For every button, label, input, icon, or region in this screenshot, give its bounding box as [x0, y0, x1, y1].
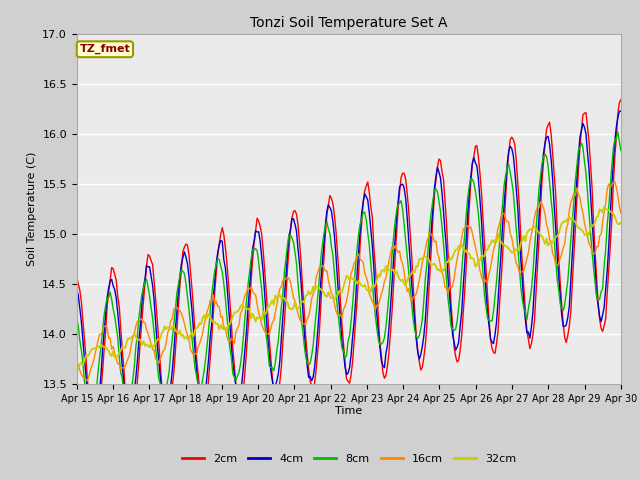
2cm — [588, 184, 596, 190]
32cm — [262, 310, 270, 316]
X-axis label: Time: Time — [335, 407, 362, 417]
2cm — [91, 430, 99, 435]
2cm — [237, 398, 244, 404]
2cm — [73, 275, 81, 280]
32cm — [140, 338, 147, 344]
Text: TZ_fmet: TZ_fmet — [79, 44, 131, 54]
32cm — [253, 314, 261, 320]
Line: 2cm: 2cm — [77, 100, 621, 432]
4cm — [141, 276, 149, 282]
8cm — [141, 278, 149, 284]
8cm — [617, 147, 625, 153]
8cm — [264, 345, 271, 351]
4cm — [264, 334, 271, 339]
4cm — [237, 388, 244, 394]
16cm — [73, 357, 81, 362]
4cm — [588, 216, 596, 222]
Title: Tonzi Soil Temperature Set A: Tonzi Soil Temperature Set A — [250, 16, 447, 30]
4cm — [312, 348, 320, 353]
32cm — [617, 220, 625, 226]
8cm — [312, 310, 320, 316]
16cm — [617, 210, 625, 216]
8cm — [588, 249, 596, 254]
Line: 16cm: 16cm — [77, 181, 621, 381]
Line: 32cm: 32cm — [77, 207, 621, 371]
8cm — [237, 361, 244, 367]
16cm — [264, 331, 271, 337]
Line: 4cm: 4cm — [77, 111, 621, 429]
8cm — [86, 410, 94, 416]
32cm — [73, 368, 81, 374]
32cm — [587, 225, 595, 230]
2cm — [617, 97, 625, 103]
4cm — [255, 229, 262, 235]
32cm — [600, 204, 608, 210]
Y-axis label: Soil Temperature (C): Soil Temperature (C) — [27, 152, 36, 266]
16cm — [237, 311, 244, 316]
4cm — [90, 426, 97, 432]
2cm — [255, 218, 262, 224]
16cm — [588, 249, 596, 255]
Line: 8cm: 8cm — [77, 132, 621, 413]
8cm — [73, 316, 81, 322]
2cm — [264, 312, 271, 318]
16cm — [141, 320, 149, 326]
4cm — [617, 108, 625, 114]
Legend: 2cm, 4cm, 8cm, 16cm, 32cm: 2cm, 4cm, 8cm, 16cm, 32cm — [177, 449, 520, 468]
4cm — [73, 287, 81, 293]
2cm — [141, 281, 149, 287]
8cm — [614, 129, 621, 135]
32cm — [235, 307, 243, 312]
16cm — [84, 378, 92, 384]
16cm — [255, 310, 262, 316]
16cm — [312, 275, 320, 280]
16cm — [611, 179, 619, 184]
2cm — [312, 366, 320, 372]
8cm — [255, 259, 262, 265]
32cm — [311, 288, 319, 294]
